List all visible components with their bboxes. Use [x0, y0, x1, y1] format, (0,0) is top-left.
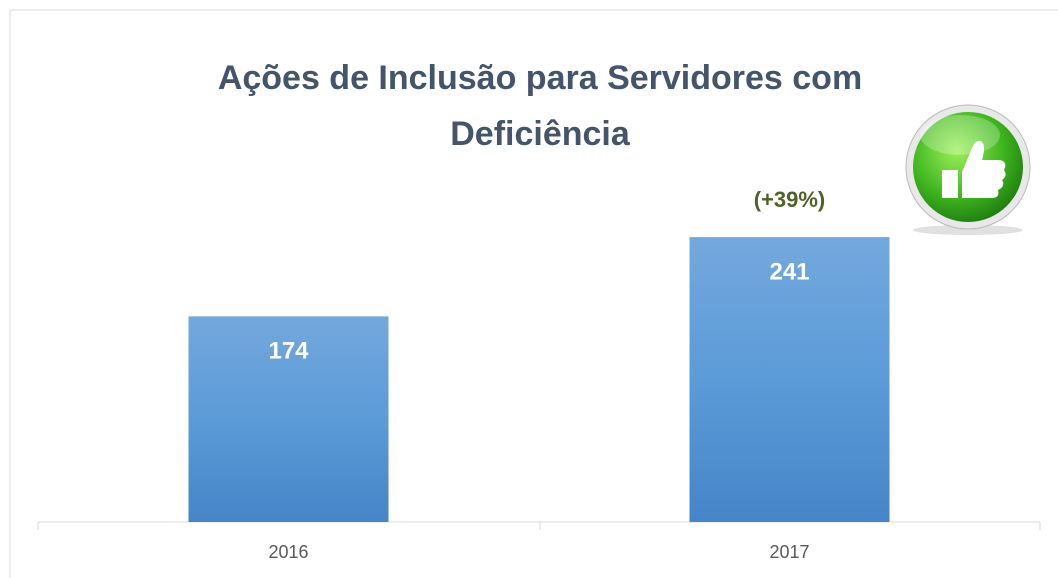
- frame: [9, 9, 1058, 578]
- bar: [689, 237, 890, 522]
- annotation: (+39%): [754, 187, 826, 212]
- chart-title: Ações de Inclusão para Servidores com De…: [217, 59, 863, 153]
- x-tick-label: 2016: [268, 542, 308, 562]
- value-label: 174: [268, 338, 309, 365]
- thumbs-up-icon: [905, 104, 1031, 235]
- value-label: 241: [769, 258, 809, 285]
- x-tick-label: 2017: [769, 542, 809, 562]
- bar: [188, 316, 389, 522]
